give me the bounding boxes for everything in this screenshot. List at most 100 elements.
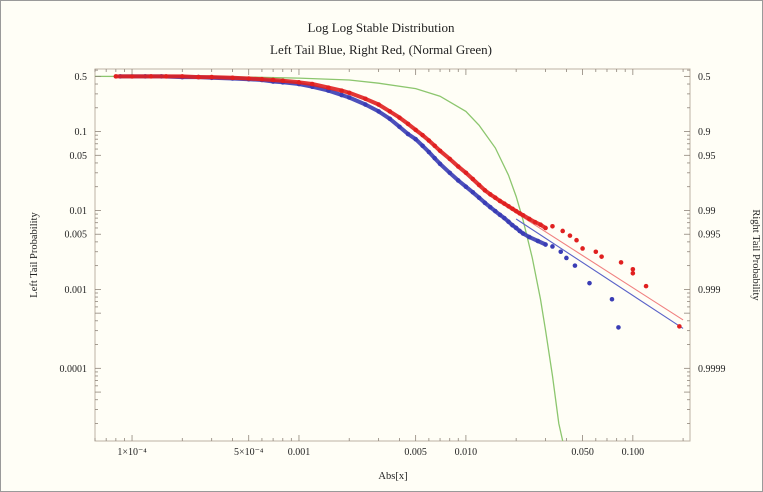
left-tail-point [413, 136, 418, 142]
right-tail-point [630, 266, 636, 272]
right-tail-point [492, 195, 498, 201]
right-tail-point [163, 74, 169, 79]
right-tail-point [599, 254, 604, 259]
chart-title: Log Log Stable Distribution [308, 20, 455, 35]
right-tail-point [532, 219, 538, 225]
right-tail-point [470, 176, 476, 182]
left-tail-point [339, 92, 344, 98]
y-tick-label-right: 0.9 [698, 127, 711, 138]
right-tail-point [643, 283, 649, 289]
left-tail-point [426, 149, 432, 155]
normal-curve [95, 75, 564, 441]
left-tail-point [346, 95, 352, 100]
left-tail-point [447, 170, 453, 176]
right-tail-point [447, 156, 453, 162]
right-tail-point [280, 78, 286, 84]
x-tick-label: 1×10⁻⁴ [117, 447, 147, 458]
left-tail-point [564, 255, 569, 261]
left-tail-point [487, 204, 493, 210]
left-tail-point [535, 238, 541, 244]
left-tail-point [420, 143, 425, 149]
right-tail-point [387, 109, 393, 114]
left-tail-point [437, 161, 443, 167]
right-tail-point [527, 216, 532, 222]
left-tail-point [520, 231, 526, 236]
right-tail-point [405, 121, 411, 127]
chart-subtitle: Left Tail Blue, Right Red, (Normal Green… [270, 42, 492, 57]
right-tail-point [432, 143, 437, 149]
left-tail-point [482, 200, 488, 206]
right-tail-point [179, 74, 185, 79]
right-tail-point [455, 164, 461, 169]
y-axis-label-left: Left Tail Probability [29, 212, 40, 298]
right-tail-point [420, 132, 425, 138]
plot-marks [95, 74, 684, 441]
right-tail-point [426, 138, 432, 143]
left-tail-point [397, 124, 402, 130]
right-tail-point [376, 102, 381, 107]
left-tail-point [587, 280, 592, 286]
x-tick-label: 0.005 [404, 447, 427, 458]
left-tail-point [476, 195, 482, 201]
x-tick-label: 5×10⁻⁴ [234, 447, 264, 458]
right-tail-point [560, 228, 565, 234]
x-tick-label: 0.050 [571, 447, 594, 458]
right-tail-point [209, 74, 214, 80]
fit-line [515, 212, 684, 321]
left-tail-band [118, 74, 548, 247]
left-tail-point [550, 244, 555, 249]
right-tail-point [196, 74, 201, 80]
right-tail-point [593, 249, 599, 255]
x-tick-label: 0.100 [622, 447, 645, 458]
right-tail-point [413, 127, 418, 133]
right-tail-point [437, 148, 443, 154]
x-axis-label: Abs[x] [378, 471, 407, 482]
left-tail-point [527, 234, 532, 240]
right-tail-point [580, 246, 585, 251]
right-tail-point [618, 260, 624, 265]
x-tick-label: 0.010 [455, 447, 478, 458]
y-tick-label-left: 0.005 [65, 230, 88, 241]
right-tail-point [677, 324, 682, 329]
right-tail-point [113, 74, 119, 79]
right-tail-point [296, 80, 302, 85]
left-tail-point [517, 228, 522, 234]
left-tail-point [376, 109, 381, 114]
left-tail-point [497, 212, 503, 218]
right-tail-point [497, 198, 503, 204]
y-tick-label-left: 0.0001 [60, 364, 88, 375]
y-axis-label-right: Right Tail Probability [750, 209, 761, 301]
y-tick-label-left: 0.1 [75, 127, 88, 138]
y-tick-label-left: 0.5 [75, 72, 88, 83]
right-tail-point [513, 208, 519, 214]
right-tail-point [567, 233, 573, 238]
left-tail-point [616, 325, 621, 330]
left-tail-point [558, 249, 564, 255]
y-tick-label-right: 0.995 [698, 230, 721, 241]
y-tick-label-right: 0.5 [698, 72, 711, 83]
y-tick-label-left: 0.05 [70, 151, 88, 162]
plot-area [94, 68, 691, 442]
right-tail-point [482, 188, 488, 193]
right-tail-point [502, 201, 507, 206]
right-tail-point [538, 222, 543, 228]
left-tail-point [609, 296, 615, 302]
right-tail-point [550, 224, 555, 229]
left-tail-point [543, 242, 548, 247]
x-tick-label: 0.001 [288, 447, 311, 458]
right-tail-point [346, 90, 352, 96]
y-tick-label-right: 0.999 [698, 285, 721, 296]
y-tick-label-left: 0.01 [70, 206, 88, 217]
left-tail-point [363, 102, 368, 107]
right-tail-point [230, 75, 235, 81]
right-tail-point [246, 76, 252, 81]
right-tail-point [270, 77, 276, 83]
right-tail-point [517, 211, 522, 216]
y-tick-label-right: 0.99 [698, 206, 716, 217]
left-tail-point [463, 184, 469, 190]
right-tail-point [148, 74, 154, 79]
right-tail-point [476, 182, 482, 188]
y-tick-label-right: 0.9999 [698, 364, 726, 375]
